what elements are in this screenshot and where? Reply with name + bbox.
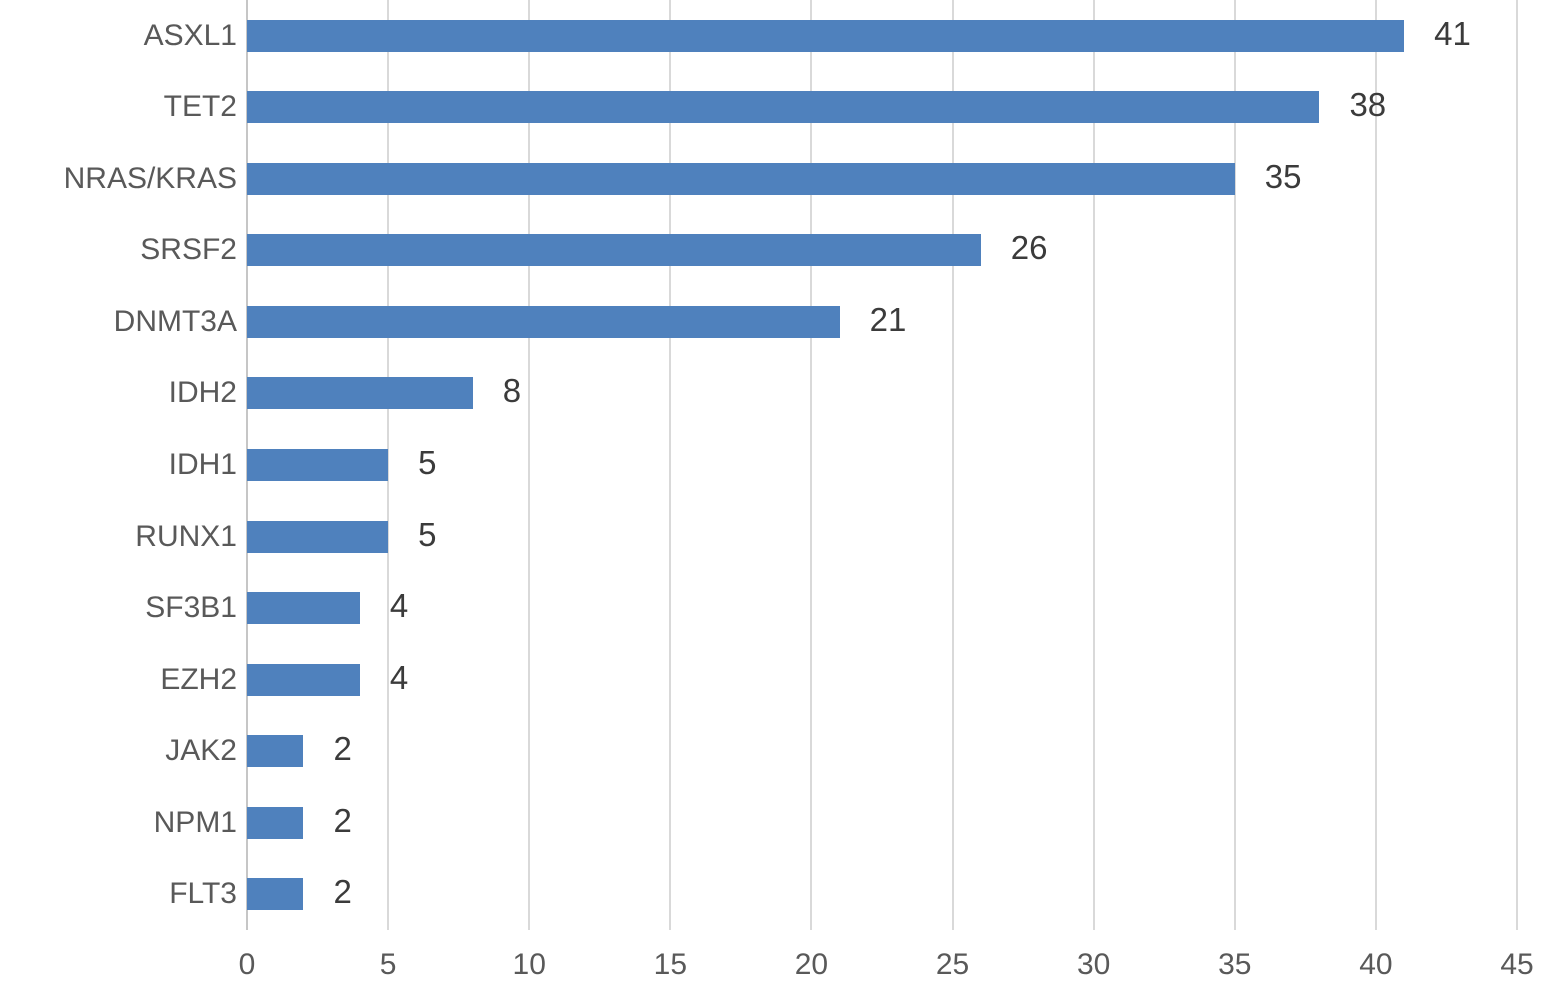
bar-flt3: [247, 878, 304, 911]
bar-npm1: [247, 806, 304, 839]
category-label: NPM1: [153, 805, 237, 839]
category-label: EZH2: [160, 662, 237, 696]
category-label: IDH1: [168, 448, 237, 481]
category-label: RUNX1: [135, 519, 237, 553]
gridline: [810, 0, 813, 930]
value-label: 5: [418, 515, 437, 553]
gridline: [1516, 0, 1518, 930]
gridline: [951, 0, 954, 930]
value-label: 2: [333, 730, 352, 768]
gridline: [387, 0, 390, 930]
category-label: DNMT3A: [113, 304, 237, 338]
bar-srsf2: [247, 234, 981, 267]
bar-idh2: [247, 377, 473, 410]
value-label: 38: [1349, 86, 1387, 124]
category-label: IDH2: [168, 376, 237, 410]
x-tick-label: 10: [512, 948, 546, 981]
x-tick-label: 5: [379, 948, 397, 981]
value-label: 26: [1010, 229, 1048, 267]
x-tick-label: 30: [1076, 948, 1111, 981]
gridline: [1092, 0, 1095, 930]
category-label: ASXL1: [143, 18, 237, 52]
value-label: 8: [502, 372, 522, 410]
x-tick-label: 40: [1359, 948, 1393, 981]
x-tick-label: 0: [238, 948, 256, 981]
category-label: SRSF2: [140, 233, 237, 267]
value-label: 4: [389, 587, 409, 625]
bar-asxl1: [247, 19, 1405, 52]
bar-runx1: [247, 520, 389, 553]
bar-nras-kras: [247, 162, 1235, 195]
value-label: 5: [418, 444, 437, 481]
bar-ezh2: [247, 663, 360, 696]
bar-sf3b1: [247, 592, 360, 625]
plot-area: 41 38 35 26 21 8 5 5 4 4 2 2 2: [246, 0, 1518, 930]
bar-tet2: [247, 91, 1320, 124]
x-tick-label: 20: [794, 948, 829, 981]
gridline: [669, 0, 672, 930]
value-label: 41: [1434, 14, 1471, 52]
x-tick-label: 35: [1218, 948, 1252, 981]
value-label: 21: [869, 300, 907, 338]
value-label: 4: [389, 658, 409, 696]
gridline: [1374, 0, 1377, 930]
gridline: [528, 0, 531, 930]
bar-dnmt3a: [247, 305, 840, 338]
value-label: 2: [333, 873, 352, 911]
x-tick-label: 45: [1500, 948, 1534, 981]
category-label: FLT3: [169, 877, 237, 911]
bar-jak2: [247, 735, 304, 768]
category-label: NRAS/KRAS: [63, 161, 237, 195]
x-tick-label: 25: [935, 948, 970, 981]
category-label: SF3B1: [145, 591, 237, 625]
category-label: JAK2: [165, 734, 237, 768]
category-label: TET2: [163, 90, 237, 124]
value-label: 35: [1264, 157, 1302, 195]
value-label: 2: [333, 801, 352, 839]
bar-idh1: [247, 449, 389, 481]
x-tick-label: 15: [653, 948, 688, 981]
gridline: [1233, 0, 1236, 930]
